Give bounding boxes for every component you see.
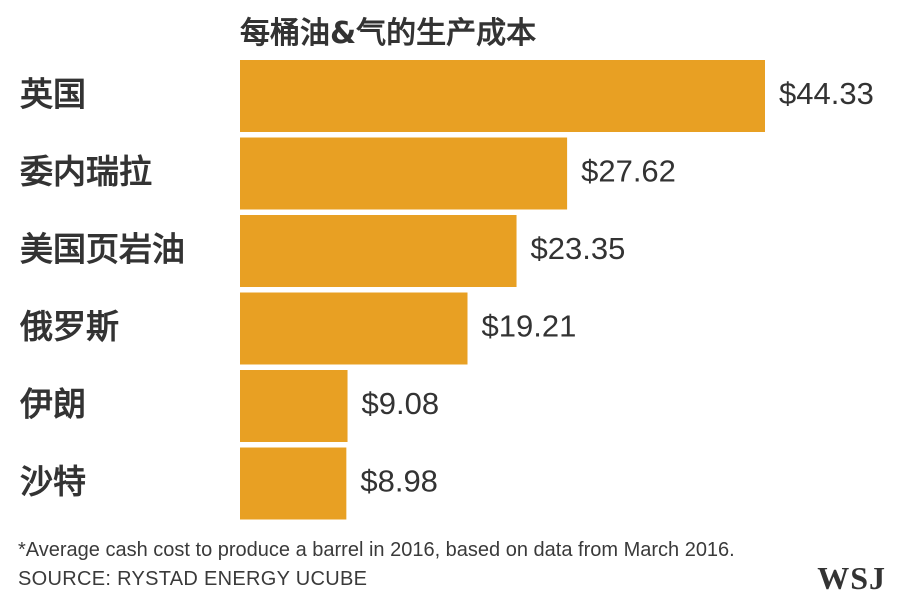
category-label: 沙特 <box>20 462 86 501</box>
value-label: $19.21 <box>482 309 577 344</box>
bar <box>240 370 348 442</box>
category-label: 伊朗 <box>19 385 86 424</box>
value-label: $27.62 <box>581 154 676 189</box>
bar <box>240 215 517 287</box>
bar <box>240 137 568 210</box>
chart-footnote: *Average cash cost to produce a barrel i… <box>18 539 735 561</box>
chart-title: 每桶油&气的生产成本 <box>240 16 537 51</box>
value-label: $8.98 <box>360 464 438 499</box>
value-label: $23.35 <box>531 231 626 266</box>
bar <box>240 447 347 520</box>
category-label: 美国页岩油 <box>20 230 185 269</box>
bar <box>240 292 468 365</box>
bar <box>240 60 765 132</box>
category-label: 英国 <box>20 75 86 114</box>
category-label: 俄罗斯 <box>19 307 119 346</box>
value-label: $9.08 <box>362 386 440 421</box>
category-label: 委内瑞拉 <box>20 152 152 191</box>
wsj-logo: WSJ <box>817 560 886 596</box>
value-label: $44.33 <box>779 76 874 111</box>
chart-source: SOURCE: RYSTAD ENERGY UCUBE <box>18 568 368 590</box>
